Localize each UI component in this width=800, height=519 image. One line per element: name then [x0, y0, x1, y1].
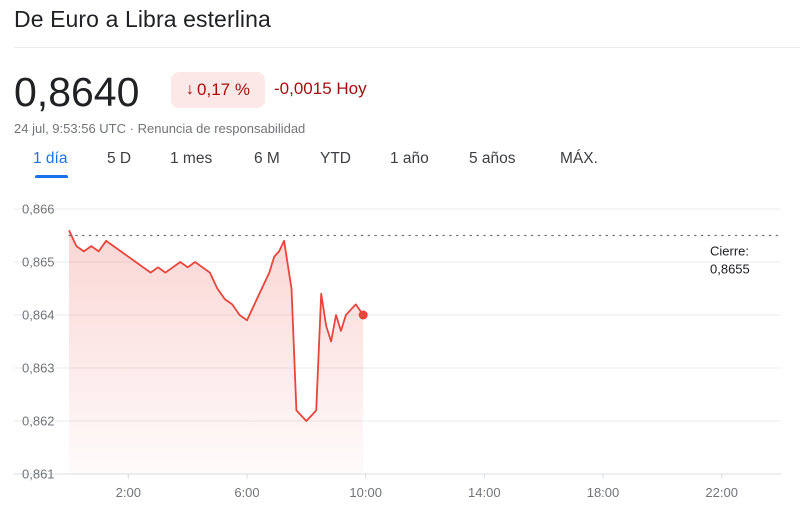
y-tick-label: 0,863 — [22, 361, 55, 376]
active-tab-indicator — [35, 175, 68, 178]
timestamp: 24 jul, 9:53:56 UTC — [14, 121, 127, 136]
current-point — [358, 310, 368, 320]
y-tick-label: 0,865 — [22, 255, 55, 270]
y-tick-label: 0,861 — [22, 467, 55, 482]
range-tabs: 1 día 5 D 1 mes 6 M YTD 1 año 5 años MÁX… — [0, 150, 800, 178]
x-tick-label: 6:00 — [234, 485, 259, 500]
separator: · — [129, 121, 134, 136]
page-title: De Euro a Libra esterlina — [14, 6, 271, 32]
disclaimer-link[interactable]: Renuncia de responsabilidad — [137, 121, 306, 136]
x-tick-label: 18:00 — [587, 485, 620, 500]
area-layer — [69, 230, 364, 474]
x-tick-label: 22:00 — [705, 485, 738, 500]
tab-1-ano[interactable]: 1 año — [390, 150, 429, 167]
y-tick-label: 0,866 — [22, 202, 55, 217]
percent-change-badge: ↓ 0,17 % — [171, 72, 265, 108]
price-line — [68, 229, 364, 422]
absolute-change: -0,0015 Hoy — [274, 79, 367, 98]
tab-5-d[interactable]: 5 D — [107, 150, 132, 167]
price-area — [69, 230, 364, 474]
tab-1-dia[interactable]: 1 día — [33, 150, 68, 167]
x-tick-label: 2:00 — [116, 485, 141, 500]
y-tick-label: 0,862 — [22, 414, 55, 429]
x-axis: 2:00 6:00 10:00 14:00 18:00 22:00 — [116, 474, 738, 500]
tab-max[interactable]: MÁX. — [560, 150, 598, 167]
current-price: 0,8640 — [14, 69, 140, 115]
percent-change-value: 0,17 % — [197, 80, 250, 99]
previous-close-layer: Cierre: 0,8655 — [68, 234, 782, 277]
tab-ytd[interactable]: YTD — [320, 150, 351, 167]
y-tick-label: 0,864 — [22, 308, 55, 323]
tab-1-mes[interactable]: 1 mes — [170, 150, 213, 167]
tab-5-anos[interactable]: 5 años — [469, 150, 516, 167]
header-divider — [14, 47, 800, 48]
line-layer — [68, 229, 368, 422]
timestamp-line: 24 jul, 9:53:56 UTC · Renuncia de respon… — [14, 121, 305, 136]
x-tick-label: 14:00 — [468, 485, 501, 500]
previous-close-label: Cierre: — [710, 244, 749, 259]
tab-6-m[interactable]: 6 M — [254, 150, 280, 167]
arrow-down-icon: ↓ — [186, 81, 195, 98]
x-tick-label: 10:00 — [349, 485, 382, 500]
previous-close-value: 0,8655 — [710, 262, 750, 277]
y-axis: 0,866 0,865 0,864 0,863 0,862 0,861 — [22, 202, 55, 482]
